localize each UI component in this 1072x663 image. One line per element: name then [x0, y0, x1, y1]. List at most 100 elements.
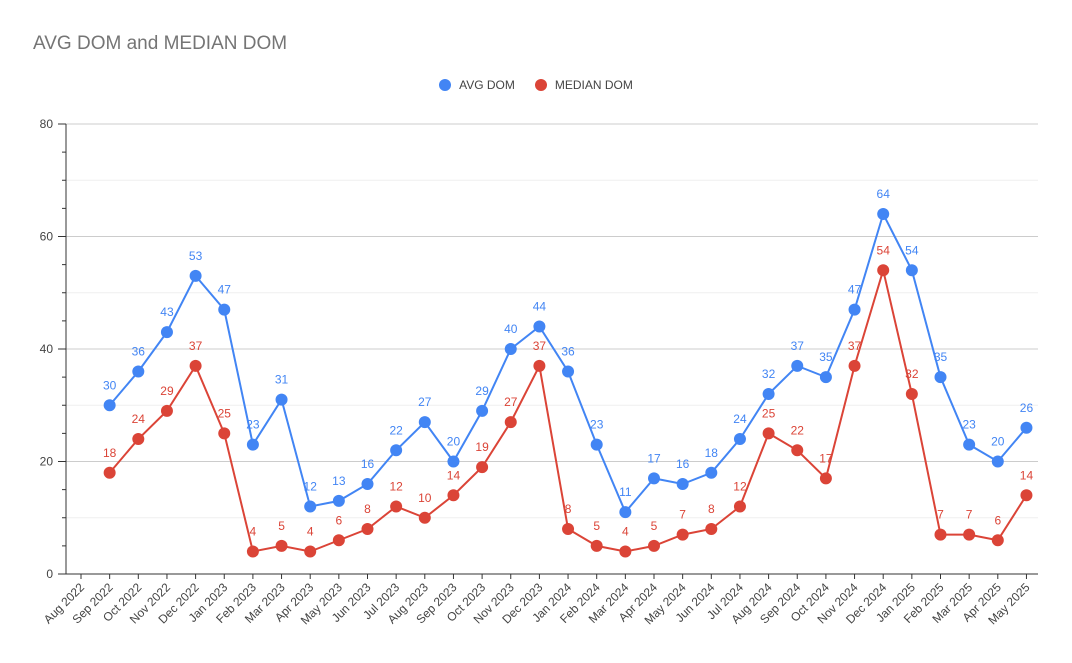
data-point-avg-dom — [218, 303, 231, 316]
data-label-avg-dom: 64 — [877, 187, 891, 201]
y-tick-label: 60 — [40, 230, 54, 244]
chart-title: AVG DOM and MEDIAN DOM — [33, 33, 288, 54]
data-label-avg-dom: 40 — [504, 322, 518, 336]
data-point-avg-dom — [332, 494, 345, 507]
data-label-median-dom: 18 — [103, 446, 117, 460]
data-label-median-dom: 37 — [189, 339, 203, 353]
data-label-avg-dom: 27 — [418, 395, 432, 409]
data-label-median-dom: 4 — [250, 525, 257, 539]
data-label-avg-dom: 35 — [819, 350, 833, 364]
data-point-avg-dom — [648, 472, 660, 485]
data-label-avg-dom: 23 — [962, 418, 976, 432]
data-point-median-dom — [1020, 489, 1033, 502]
legend-marker-median-dom — [534, 79, 547, 91]
data-point-median-dom — [304, 545, 317, 558]
data-label-avg-dom: 37 — [791, 339, 805, 353]
legend-item-avg-dom[interactable]: AVG DOM — [439, 78, 515, 92]
data-label-avg-dom: 23 — [246, 418, 260, 432]
data-point-median-dom — [189, 359, 202, 372]
data-point-avg-dom — [819, 371, 832, 384]
data-label-median-dom: 7 — [679, 508, 686, 522]
legend-item-median-dom[interactable]: MEDIAN DOM — [534, 78, 633, 92]
y-tick-label: 20 — [40, 455, 54, 469]
data-point-avg-dom — [304, 500, 317, 513]
data-point-median-dom — [590, 539, 603, 552]
data-label-avg-dom: 13 — [332, 474, 346, 488]
data-label-avg-dom: 24 — [733, 412, 747, 426]
data-label-median-dom: 12 — [389, 480, 403, 494]
data-label-avg-dom: 36 — [561, 345, 575, 359]
data-point-avg-dom — [963, 438, 976, 451]
data-label-median-dom: 12 — [733, 480, 747, 494]
data-label-median-dom: 6 — [994, 513, 1001, 527]
data-label-avg-dom: 32 — [762, 367, 776, 381]
data-point-avg-dom — [791, 359, 804, 372]
data-label-avg-dom: 12 — [304, 480, 318, 494]
data-label-median-dom: 14 — [447, 468, 461, 482]
data-label-avg-dom: 47 — [848, 283, 862, 297]
data-label-median-dom: 7 — [937, 508, 944, 522]
data-label-median-dom: 22 — [791, 423, 805, 437]
data-point-median-dom — [848, 359, 861, 372]
data-point-median-dom — [819, 472, 832, 485]
data-label-avg-dom: 30 — [103, 378, 117, 392]
data-point-median-dom — [418, 511, 431, 524]
y-tick-label: 80 — [40, 117, 54, 131]
data-point-avg-dom — [848, 303, 861, 316]
data-point-median-dom — [447, 489, 460, 502]
data-point-avg-dom — [418, 416, 431, 429]
data-point-median-dom — [103, 466, 116, 479]
data-label-avg-dom: 18 — [705, 446, 719, 460]
data-label-avg-dom: 16 — [676, 457, 690, 471]
data-label-avg-dom: 26 — [1020, 401, 1034, 415]
y-tick-label: 0 — [46, 567, 53, 581]
data-label-median-dom: 37 — [533, 339, 547, 353]
data-label-avg-dom: 20 — [991, 435, 1005, 449]
data-label-median-dom: 54 — [877, 243, 891, 257]
data-label-avg-dom: 20 — [447, 435, 461, 449]
data-point-avg-dom — [103, 399, 116, 412]
data-point-avg-dom — [562, 365, 575, 378]
data-point-avg-dom — [189, 269, 202, 282]
data-point-avg-dom — [733, 433, 746, 445]
data-label-median-dom: 25 — [762, 406, 776, 420]
data-point-median-dom — [246, 545, 259, 558]
data-point-median-dom — [160, 404, 173, 417]
data-point-median-dom — [332, 534, 345, 547]
data-point-avg-dom — [246, 438, 259, 451]
data-label-avg-dom: 11 — [619, 485, 632, 499]
data-point-avg-dom — [361, 478, 374, 490]
legend-marker-avg-dom — [439, 79, 452, 91]
data-label-median-dom: 29 — [160, 384, 174, 398]
data-point-avg-dom — [132, 365, 145, 378]
data-label-avg-dom: 31 — [275, 373, 289, 387]
data-point-avg-dom — [504, 343, 517, 355]
legend-label-avg-dom: AVG DOM — [459, 78, 515, 92]
data-point-median-dom — [733, 500, 746, 513]
series-line-avg-dom — [108, 211, 1028, 515]
data-label-median-dom: 7 — [966, 508, 973, 522]
data-point-median-dom — [275, 539, 288, 552]
data-point-avg-dom — [275, 393, 288, 406]
data-point-median-dom — [504, 416, 517, 429]
data-point-avg-dom — [905, 264, 918, 277]
data-label-avg-dom: 54 — [905, 243, 919, 257]
data-point-avg-dom — [447, 455, 460, 468]
data-label-median-dom: 25 — [218, 406, 232, 420]
data-label-median-dom: 8 — [364, 502, 371, 516]
data-point-median-dom — [476, 461, 489, 474]
data-point-median-dom — [132, 433, 145, 445]
data-point-median-dom — [390, 500, 403, 513]
data-label-avg-dom: 47 — [218, 283, 232, 297]
data-point-avg-dom — [676, 478, 689, 490]
data-label-median-dom: 5 — [278, 519, 285, 533]
data-label-median-dom: 5 — [651, 519, 658, 533]
data-label-avg-dom: 22 — [389, 423, 403, 437]
data-label-avg-dom: 17 — [647, 451, 661, 465]
data-point-avg-dom — [762, 388, 775, 400]
data-point-avg-dom — [476, 404, 489, 417]
data-point-median-dom — [762, 427, 775, 440]
data-label-median-dom: 4 — [307, 525, 314, 539]
data-label-avg-dom: 16 — [361, 457, 375, 471]
data-point-median-dom — [218, 427, 231, 440]
